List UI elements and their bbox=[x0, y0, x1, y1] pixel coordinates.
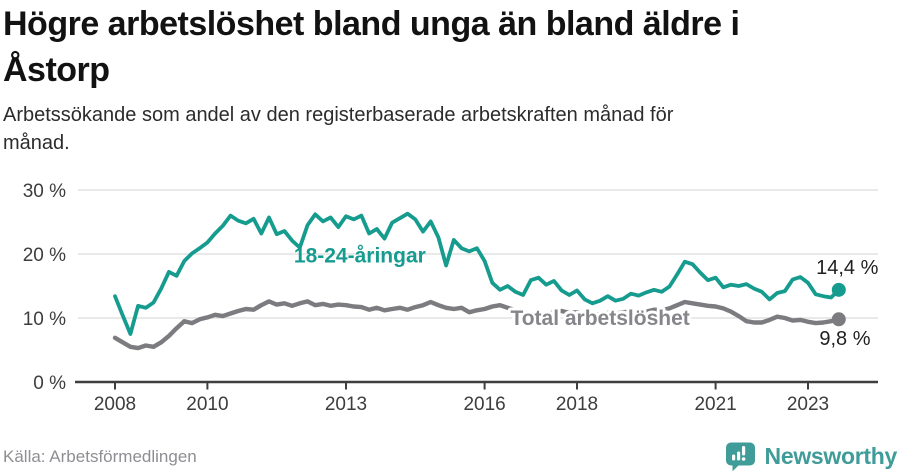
newsworthy-logo-text: Newsworthy bbox=[764, 443, 898, 469]
value-annotation: 14,4 % bbox=[816, 257, 878, 279]
page-subtitle-line1: Arbetssökande som andel av den registerb… bbox=[3, 104, 674, 126]
logo-bar-short bbox=[731, 454, 735, 461]
logo-bar-tall bbox=[736, 451, 740, 461]
x-axis-label: 2018 bbox=[556, 394, 598, 415]
x-axis-label: 2023 bbox=[787, 394, 829, 415]
newsworthy-logo-icon bbox=[725, 442, 755, 472]
series-label: Total arbetslöshet bbox=[510, 307, 689, 330]
y-axis-label: 10 % bbox=[23, 309, 66, 330]
y-axis-label: 20 % bbox=[23, 245, 66, 266]
y-axis-label: 0 % bbox=[33, 373, 66, 394]
page-title: Högre arbetslöshet bland unga än bland ä… bbox=[3, 1, 883, 93]
end-dot-youth bbox=[831, 282, 846, 297]
series-line-youth bbox=[113, 211, 841, 336]
logo-exclamation-bar bbox=[741, 446, 745, 456]
source-note: Källa: Arbetsförmedlingen bbox=[3, 446, 197, 466]
x-axis-label: 2013 bbox=[325, 394, 367, 415]
x-axis-label: 2008 bbox=[94, 394, 136, 415]
footer: Källa: Arbetsförmedlingen Newsworthy bbox=[0, 441, 897, 472]
x-axis-label: 2021 bbox=[694, 394, 736, 415]
x-axis-label: 2016 bbox=[463, 394, 505, 415]
page-title-line2: Åstorp bbox=[3, 51, 110, 89]
series-line-total bbox=[112, 299, 841, 351]
y-axis-label: 30 % bbox=[23, 181, 66, 202]
value-annotation: 9,8 % bbox=[819, 328, 870, 350]
chart-svg: 2008 2010 2013 2016 2018 2021 2023 0 % 10 % 20 % 3… bbox=[23, 181, 879, 415]
end-dot-total bbox=[831, 312, 846, 327]
chart-area: 2008 2010 2013 2016 2018 2021 2023 0 % 10 % 20 % 3… bbox=[0, 158, 900, 420]
page-subtitle-line2: månad. bbox=[3, 132, 70, 154]
newsworthy-logo: Newsworthy bbox=[724, 441, 897, 472]
page-subtitle: Arbetssökande som andel av den registerb… bbox=[3, 101, 883, 157]
page-title-line1: Högre arbetslöshet bland unga än bland ä… bbox=[3, 5, 740, 43]
series-label: 18-24-åringar bbox=[294, 244, 426, 267]
logo-exclamation-dot bbox=[741, 457, 745, 461]
x-axis-label: 2010 bbox=[186, 394, 228, 415]
